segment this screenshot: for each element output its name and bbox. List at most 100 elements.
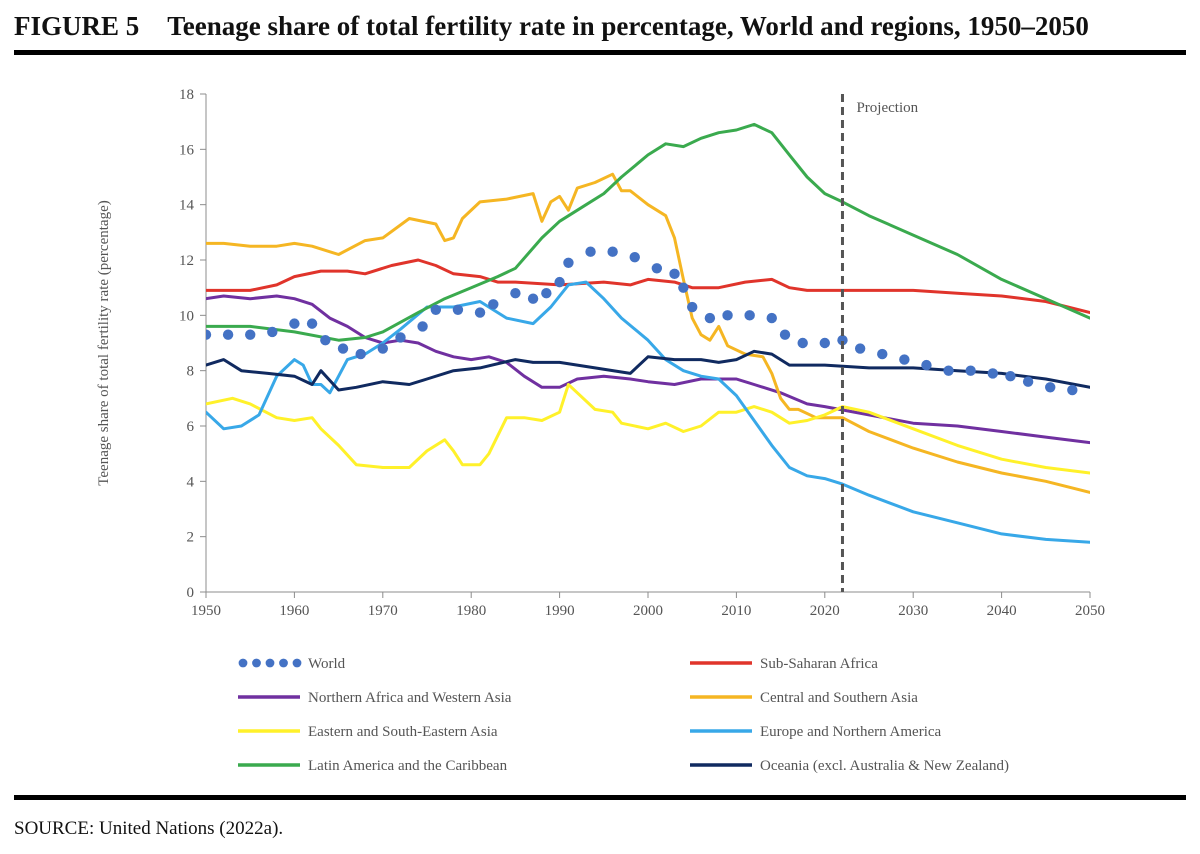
legend-label: Sub-Saharan Africa — [760, 656, 878, 672]
legend-item: World — [238, 656, 346, 672]
x-tick-label: 1970 — [368, 603, 398, 619]
data-point — [585, 246, 596, 257]
y-axis-label: Teenage share of total fertility rate (p… — [96, 200, 112, 485]
x-tick-label: 1960 — [279, 603, 309, 619]
data-point — [377, 343, 388, 354]
series-oceania-excl-australia-new-zealand — [206, 349, 1090, 392]
line-chart: 0 2 4 6 8 10 12 14 16 18 1950 1960 1970 1980 1990 2000 2… — [96, 87, 1105, 774]
series-europe-and-northern-america — [206, 280, 1090, 544]
x-tick-label: 2020 — [810, 603, 840, 619]
data-point — [987, 368, 998, 379]
legend-item: Latin America and the Caribbean — [238, 758, 508, 774]
figure-label: FIGURE 5 — [14, 11, 140, 41]
series-central-and-southern-asia — [206, 172, 1090, 494]
data-point — [965, 365, 976, 376]
y-tick-label: 14 — [179, 198, 195, 214]
legend-label: Latin America and the Caribbean — [308, 758, 508, 774]
data-point — [245, 329, 256, 340]
data-point — [1005, 371, 1016, 382]
y-tick-label: 2 — [187, 530, 195, 546]
data-point — [554, 276, 565, 288]
legend-label: Eastern and South-Eastern Asia — [308, 724, 498, 740]
data-point — [669, 268, 680, 280]
data-point — [899, 354, 910, 365]
series-eastern-and-south-eastern-asia — [206, 383, 1090, 475]
bottom-rule — [14, 795, 1186, 800]
data-point — [395, 332, 406, 343]
data-point — [877, 348, 888, 360]
legend-swatch-dot — [292, 658, 302, 668]
y-tick-label: 16 — [179, 142, 195, 158]
data-point — [541, 288, 552, 299]
data-point — [306, 318, 318, 329]
y-tick-label: 6 — [187, 419, 195, 435]
data-point — [337, 343, 349, 354]
data-point — [854, 343, 866, 354]
y-tick-label: 0 — [187, 585, 195, 601]
legend-label: Central and Southern Asia — [760, 690, 918, 706]
legend-swatch-dot — [279, 658, 288, 668]
x-tick-label: 2010 — [721, 603, 751, 619]
data-point — [629, 252, 640, 263]
data-point — [563, 257, 574, 268]
data-point — [1045, 382, 1056, 393]
data-point — [651, 263, 663, 274]
legend-label: World — [308, 656, 346, 672]
data-point — [417, 321, 428, 332]
x-tick-label: 2050 — [1075, 603, 1105, 619]
legend-swatch-dot — [238, 658, 248, 668]
data-point — [704, 312, 716, 324]
top-rule — [14, 50, 1186, 55]
data-point — [452, 304, 464, 315]
series-world — [206, 246, 1078, 396]
y-tick-label: 12 — [179, 253, 194, 269]
data-point — [779, 329, 791, 340]
legend-label: Northern Africa and Western Asia — [308, 690, 512, 706]
legend-swatch-dot — [252, 658, 261, 668]
data-point — [744, 310, 755, 321]
data-point — [527, 293, 539, 304]
y-tick-label: 18 — [179, 87, 194, 103]
data-point — [355, 348, 366, 360]
y-tick-label: 10 — [179, 308, 194, 324]
legend-label: Europe and Northern America — [760, 724, 942, 740]
data-point — [678, 282, 689, 293]
legend-label: Oceania (excl. Australia & New Zealand) — [760, 758, 1009, 774]
legend-swatch-dot — [265, 658, 275, 668]
legend-item: Eastern and South-Eastern Asia — [238, 724, 498, 740]
data-point — [222, 329, 234, 340]
data-point — [837, 335, 848, 346]
series-northern-africa-and-western-asia — [206, 294, 1090, 445]
legend-item: Sub-Saharan Africa — [690, 656, 878, 672]
x-tick-label: 2030 — [898, 603, 928, 619]
data-point — [510, 288, 521, 299]
data-point — [819, 337, 830, 349]
figure-title: FIGURE 5 Teenage share of total fertility… — [14, 6, 1186, 46]
projection-label: Projection — [856, 100, 918, 116]
data-point — [474, 307, 486, 318]
legend-item: Europe and Northern America — [690, 724, 942, 740]
data-point — [722, 310, 733, 321]
data-point — [488, 299, 499, 310]
data-point — [943, 365, 954, 376]
series-sub-saharan-africa — [206, 258, 1090, 315]
x-tick-label: 1980 — [456, 603, 486, 619]
source-note: SOURCE: United Nations (2022a). — [14, 818, 284, 839]
figure-title-text: Teenage share of total fertility rate in… — [167, 11, 1089, 41]
series-latin-america-and-the-caribbean — [206, 122, 1090, 342]
data-point — [430, 304, 442, 315]
data-point — [320, 335, 331, 346]
data-point — [1022, 376, 1034, 387]
legend-item: Northern Africa and Western Asia — [238, 690, 512, 706]
data-point — [797, 337, 808, 349]
data-point — [1067, 384, 1078, 396]
data-point — [206, 329, 212, 340]
y-tick-label: 4 — [187, 474, 195, 490]
data-point — [687, 301, 698, 313]
data-point — [921, 359, 932, 371]
x-tick-label: 1950 — [191, 603, 221, 619]
x-tick-label: 2040 — [987, 603, 1017, 619]
y-tick-label: 8 — [187, 364, 195, 380]
data-point — [267, 326, 278, 338]
data-point — [766, 312, 777, 324]
